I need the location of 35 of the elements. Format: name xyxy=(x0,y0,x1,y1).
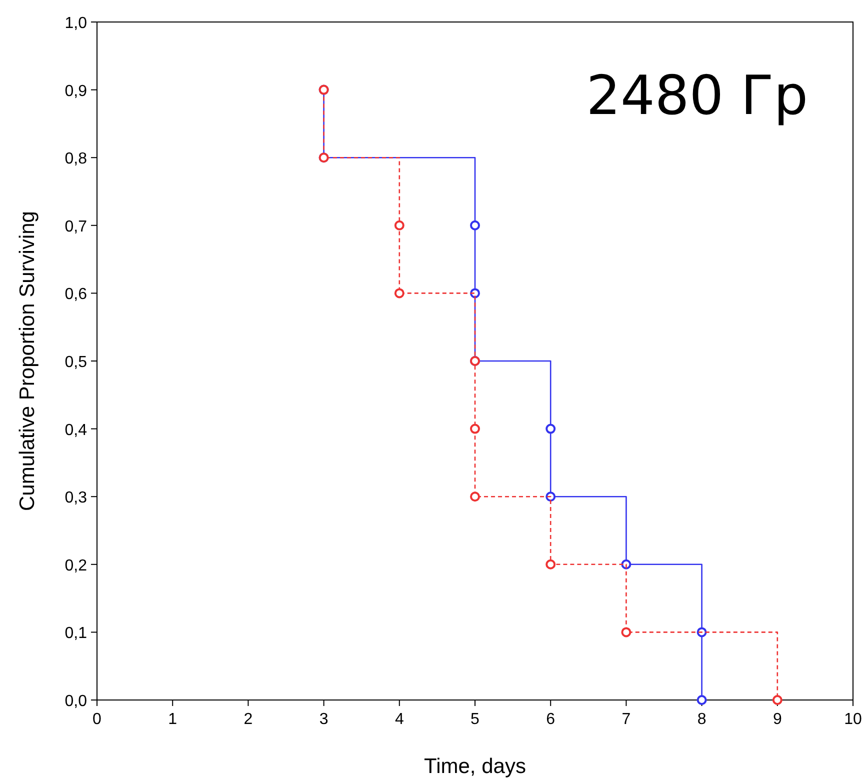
annotation: 2480 Гр xyxy=(586,64,808,127)
point xyxy=(470,424,480,434)
point xyxy=(546,559,556,570)
y-tick-label: 0,3 xyxy=(64,490,88,507)
y-tick-label: 0,8 xyxy=(64,150,88,168)
point xyxy=(546,424,556,434)
point xyxy=(470,492,480,502)
x-axis-title: Time, days xyxy=(424,755,526,778)
x-tick-label: 6 xyxy=(546,711,556,728)
point xyxy=(772,695,782,705)
x-tick-label: 2 xyxy=(244,711,253,728)
y-axis-title: Cumulative Proportion Surviving xyxy=(16,211,39,511)
y-tick-label: 0,7 xyxy=(64,218,88,236)
point xyxy=(696,695,707,705)
y-tick-label: 0,4 xyxy=(64,422,88,439)
point xyxy=(621,627,632,638)
x-tick-label: 10 xyxy=(844,711,862,728)
y-tick-label: 1,0 xyxy=(64,15,88,32)
x-tick-label: 5 xyxy=(470,711,480,728)
y-tick-label: 0,5 xyxy=(64,354,88,371)
x-tick-label: 3 xyxy=(319,711,328,728)
point xyxy=(394,288,404,298)
x-tick-label: 0 xyxy=(92,711,102,728)
y-tick-label: 0,2 xyxy=(64,557,88,574)
y-tick-label: 0,6 xyxy=(64,286,88,304)
point xyxy=(394,220,404,230)
point xyxy=(470,220,480,230)
y-tick-label: 0,1 xyxy=(64,625,88,642)
y-tick-label: 0,0 xyxy=(64,693,88,710)
x-tick-label: 9 xyxy=(772,711,782,728)
x-tick-label: 1 xyxy=(168,711,178,728)
x-tick-label: 8 xyxy=(697,711,706,728)
y-tick-label: 0,9 xyxy=(64,82,88,100)
x-tick-label: 7 xyxy=(622,711,631,728)
x-tick-label: 4 xyxy=(394,711,404,728)
